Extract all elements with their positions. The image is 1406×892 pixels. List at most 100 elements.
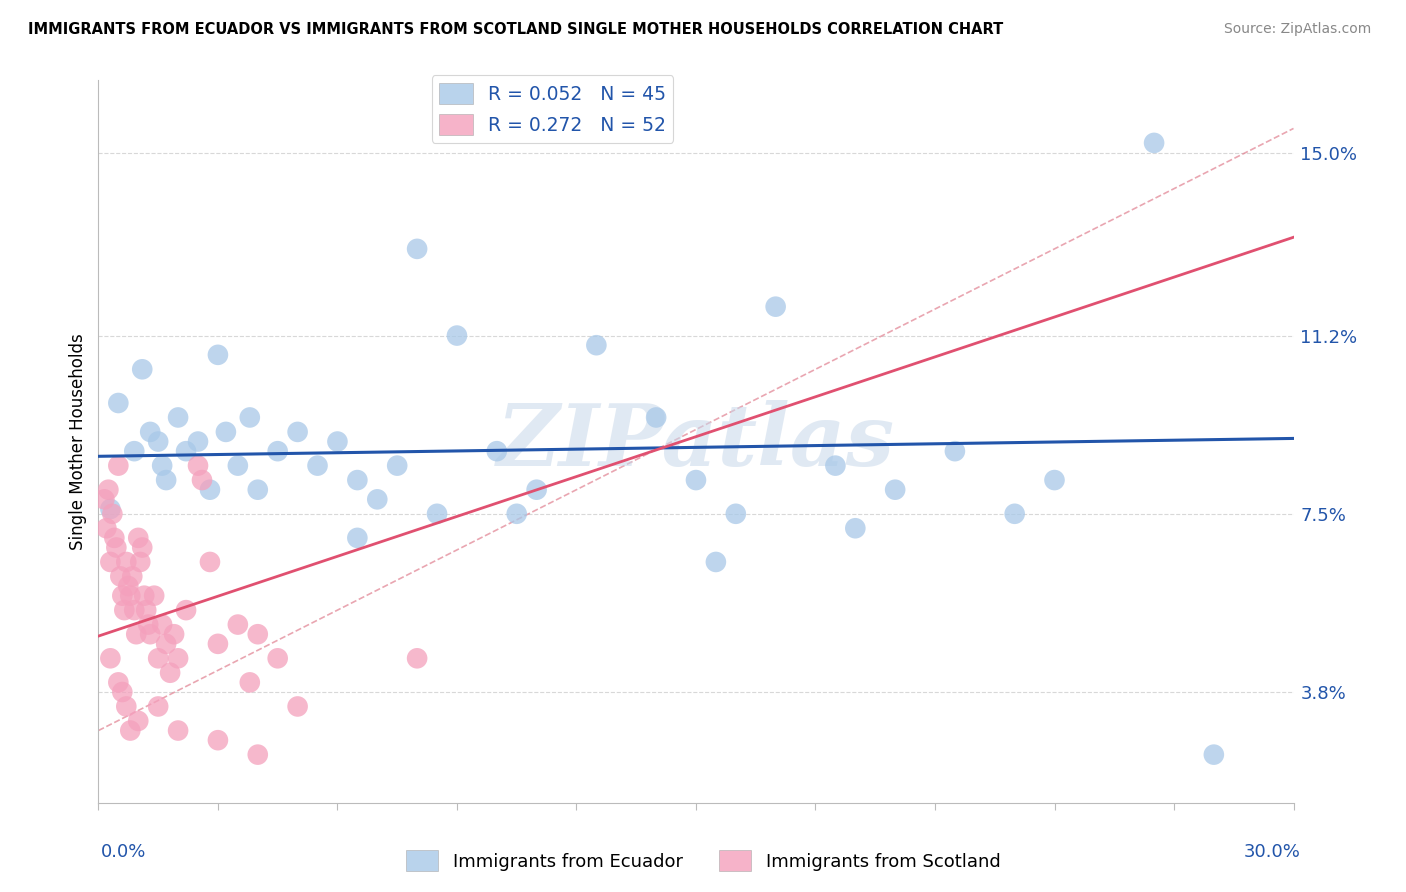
Legend: R = 0.052   N = 45, R = 0.272   N = 52: R = 0.052 N = 45, R = 0.272 N = 52 <box>432 75 673 143</box>
Point <box>246 747 269 762</box>
Point <box>267 651 290 665</box>
Text: Source: ZipAtlas.com: Source: ZipAtlas.com <box>1223 22 1371 37</box>
Point <box>127 531 149 545</box>
Point <box>207 637 229 651</box>
Point <box>167 410 190 425</box>
Point <box>366 492 388 507</box>
Legend: Immigrants from Ecuador, Immigrants from Scotland: Immigrants from Ecuador, Immigrants from… <box>398 843 1008 879</box>
Point <box>124 603 146 617</box>
Point <box>150 617 173 632</box>
Point <box>139 627 162 641</box>
Point <box>159 665 181 680</box>
Point <box>1143 136 1166 150</box>
Point <box>326 434 349 449</box>
Point <box>101 507 124 521</box>
Point <box>1004 507 1026 521</box>
Point <box>131 541 153 555</box>
Point <box>485 444 508 458</box>
Point <box>98 651 122 665</box>
Point <box>1043 473 1066 487</box>
Point <box>884 483 907 497</box>
Point <box>943 444 966 458</box>
Point <box>148 651 170 665</box>
Point <box>226 617 249 632</box>
Point <box>191 473 214 487</box>
Point <box>239 675 262 690</box>
Y-axis label: Single Mother Households: Single Mother Households <box>69 334 87 549</box>
Point <box>134 589 156 603</box>
Point <box>207 348 229 362</box>
Point <box>111 685 134 699</box>
Point <box>824 458 846 473</box>
Point <box>704 555 727 569</box>
Point <box>139 425 162 439</box>
Point <box>107 396 129 410</box>
Point <box>98 555 122 569</box>
Point <box>226 458 249 473</box>
Point <box>107 458 129 473</box>
Point <box>844 521 866 535</box>
Point <box>167 723 190 738</box>
Point <box>97 483 120 497</box>
Point <box>506 507 529 521</box>
Point <box>150 458 173 473</box>
Point <box>239 410 262 425</box>
Point <box>155 473 177 487</box>
Point <box>585 338 607 352</box>
Point <box>129 555 152 569</box>
Point <box>135 603 157 617</box>
Point <box>148 434 170 449</box>
Point <box>93 492 115 507</box>
Point <box>105 541 128 555</box>
Point <box>267 444 290 458</box>
Point <box>246 627 269 641</box>
Point <box>120 723 142 738</box>
Point <box>724 507 747 521</box>
Point <box>246 483 269 497</box>
Point <box>207 733 229 747</box>
Point <box>115 555 138 569</box>
Point <box>426 507 449 521</box>
Point <box>187 434 209 449</box>
Point <box>215 425 238 439</box>
Point <box>124 444 146 458</box>
Point <box>645 410 668 425</box>
Point <box>346 531 368 545</box>
Point <box>346 473 368 487</box>
Point <box>406 242 429 256</box>
Point <box>685 473 707 487</box>
Point <box>174 444 197 458</box>
Point <box>163 627 186 641</box>
Point <box>98 502 122 516</box>
Point <box>526 483 548 497</box>
Point <box>110 569 132 583</box>
Point <box>125 627 148 641</box>
Point <box>307 458 329 473</box>
Text: 30.0%: 30.0% <box>1244 843 1301 861</box>
Point <box>112 603 135 617</box>
Point <box>120 589 142 603</box>
Point <box>1202 747 1225 762</box>
Point <box>127 714 149 728</box>
Point <box>406 651 429 665</box>
Point <box>103 531 125 545</box>
Point <box>446 328 468 343</box>
Text: 0.0%: 0.0% <box>101 843 146 861</box>
Point <box>96 521 118 535</box>
Point <box>131 362 153 376</box>
Point <box>117 579 139 593</box>
Text: IMMIGRANTS FROM ECUADOR VS IMMIGRANTS FROM SCOTLAND SINGLE MOTHER HOUSEHOLDS COR: IMMIGRANTS FROM ECUADOR VS IMMIGRANTS FR… <box>28 22 1004 37</box>
Point <box>385 458 409 473</box>
Point <box>136 617 159 632</box>
Point <box>187 458 209 473</box>
Text: ZIPatlas: ZIPatlas <box>496 400 896 483</box>
Point <box>287 425 309 439</box>
Point <box>155 637 177 651</box>
Point <box>765 300 787 314</box>
Point <box>148 699 170 714</box>
Point <box>198 555 221 569</box>
Point <box>107 675 129 690</box>
Point <box>115 699 138 714</box>
Point <box>167 651 190 665</box>
Point <box>174 603 197 617</box>
